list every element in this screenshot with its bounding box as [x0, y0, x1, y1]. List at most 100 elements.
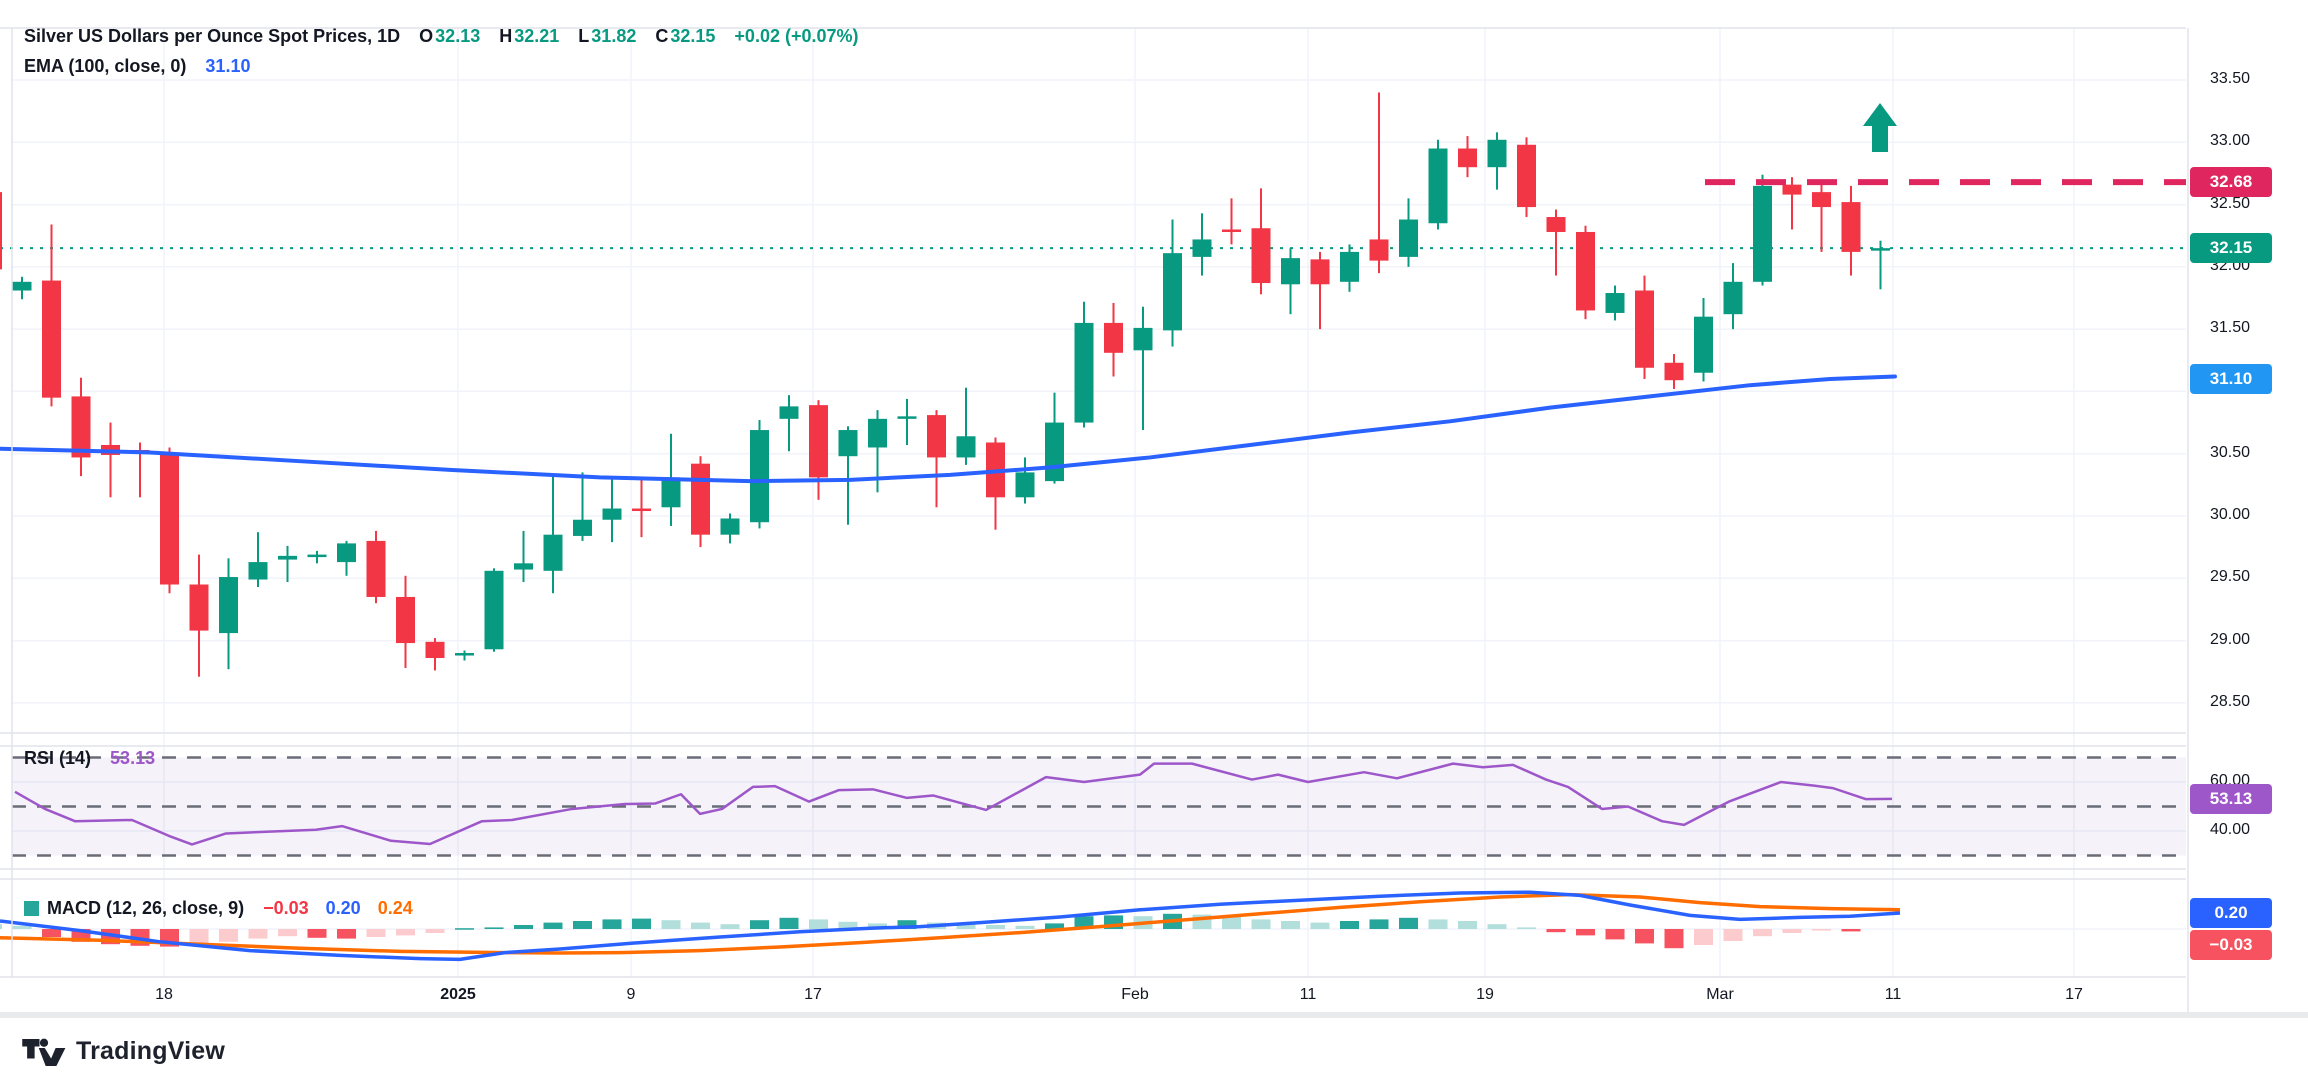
candle-body	[484, 570, 504, 650]
candle[interactable]	[838, 426, 858, 525]
candle[interactable]	[514, 530, 533, 583]
candle[interactable]	[278, 545, 297, 583]
candle[interactable]	[484, 568, 504, 652]
time-tick-label[interactable]: Mar	[1706, 986, 1734, 1003]
price-tick-label[interactable]: 30.50	[2209, 443, 2251, 461]
candle[interactable]	[1753, 174, 1772, 286]
tradingview-logo[interactable]: TradingView	[22, 1036, 225, 1066]
candle[interactable]	[1192, 213, 1212, 276]
macd-histogram-bar	[602, 919, 622, 929]
candle[interactable]	[720, 513, 740, 544]
candle[interactable]	[1664, 354, 1684, 389]
rsi-legend[interactable]: RSI (14) 53.13	[24, 748, 155, 769]
candle[interactable]	[1281, 248, 1300, 315]
candle[interactable]	[691, 456, 710, 548]
candle[interactable]	[1458, 136, 1477, 178]
symbol-legend[interactable]: Silver US Dollars per Ounce Spot Prices,…	[24, 26, 859, 47]
candle[interactable]	[897, 398, 917, 445]
candle[interactable]	[160, 447, 179, 594]
candle[interactable]	[1694, 297, 1713, 382]
time-tick-label[interactable]: 17	[804, 986, 822, 1003]
time-tick-label[interactable]: 2025	[440, 986, 476, 1003]
time-tick-label[interactable]: 18	[155, 986, 173, 1003]
candle[interactable]	[1546, 209, 1566, 276]
price-tick-label[interactable]: 29.00	[2209, 630, 2251, 648]
up-arrow-marker[interactable]	[1863, 103, 1897, 152]
candle[interactable]	[12, 276, 32, 300]
candle[interactable]	[1369, 92, 1389, 274]
candle[interactable]	[573, 472, 592, 541]
macd-histogram[interactable]	[0, 913, 1861, 949]
candle[interactable]	[42, 224, 61, 407]
macd-histogram-bar	[1635, 929, 1654, 944]
candle[interactable]	[101, 422, 120, 498]
candle[interactable]	[1428, 139, 1448, 230]
candle[interactable]	[602, 476, 622, 543]
candle[interactable]	[1310, 251, 1330, 330]
candle[interactable]	[219, 558, 238, 670]
candle[interactable]	[337, 540, 356, 576]
candle[interactable]	[1015, 457, 1035, 504]
macd-signal-line[interactable]	[0, 892, 1901, 955]
macd-main-line[interactable]	[0, 890, 1901, 962]
price-tick-label[interactable]: 28.50	[2209, 692, 2251, 710]
candle[interactable]	[543, 474, 563, 594]
candle[interactable]	[779, 395, 799, 452]
price-tick-label[interactable]: 31.50	[2209, 319, 2251, 337]
rsi-line[interactable]	[14, 762, 1893, 846]
candle[interactable]	[1074, 301, 1094, 428]
candle[interactable]	[956, 387, 976, 465]
candle[interactable]	[1104, 302, 1123, 377]
price-tick-label[interactable]: 29.50	[2209, 568, 2251, 586]
candle[interactable]	[1487, 132, 1507, 190]
candle[interactable]	[425, 638, 445, 671]
candle[interactable]	[248, 532, 268, 587]
candle[interactable]	[1812, 182, 1831, 252]
candle-body	[956, 436, 976, 458]
time-tick-label[interactable]: 9	[626, 986, 636, 1003]
candle[interactable]	[71, 377, 91, 477]
candle[interactable]	[396, 575, 415, 668]
time-tick-label[interactable]: 17	[2065, 986, 2083, 1003]
price-tick-label[interactable]: 33.50	[2209, 70, 2251, 87]
candle[interactable]	[1517, 137, 1536, 218]
candle[interactable]	[750, 420, 769, 529]
candle[interactable]	[0, 185, 2, 280]
candle[interactable]	[189, 554, 209, 677]
candle[interactable]	[1399, 198, 1418, 267]
candle[interactable]	[1576, 225, 1595, 320]
candle[interactable]	[1635, 275, 1654, 379]
candlestick-series[interactable]	[0, 92, 1890, 677]
ema-line[interactable]	[0, 374, 1897, 484]
candle-body	[1487, 139, 1507, 168]
candle[interactable]	[307, 550, 327, 564]
time-tick-label[interactable]: 19	[1476, 986, 1494, 1003]
time-tick-label[interactable]: 11	[1299, 986, 1317, 1003]
candle[interactable]	[1163, 219, 1182, 347]
candle[interactable]	[1723, 263, 1743, 330]
macd-line-value: 0.20	[325, 898, 361, 918]
candle[interactable]	[809, 400, 828, 500]
candle[interactable]	[366, 530, 386, 604]
candle[interactable]	[455, 650, 474, 661]
candle[interactable]	[1782, 177, 1802, 230]
price-tick-label[interactable]: 33.00	[2209, 132, 2251, 150]
price-tick-label[interactable]: 32.50	[2209, 194, 2251, 212]
candle[interactable]	[1251, 188, 1271, 295]
candle[interactable]	[1605, 285, 1625, 321]
candle[interactable]	[1340, 244, 1359, 292]
candle[interactable]	[1045, 392, 1064, 484]
candle[interactable]	[927, 410, 946, 508]
macd-legend[interactable]: MACD (12, 26, close, 9) −0.03 0.20 0.24	[24, 898, 413, 919]
rsi-tick-label[interactable]: 40.00	[2209, 821, 2251, 838]
candle[interactable]	[632, 479, 651, 538]
candle[interactable]	[1222, 198, 1241, 245]
ema-legend[interactable]: EMA (100, close, 0) 31.10	[24, 56, 250, 77]
price-tick-label[interactable]: 30.00	[2209, 505, 2251, 523]
time-tick-label[interactable]: 11	[1884, 986, 1902, 1003]
candle[interactable]	[1841, 185, 1861, 276]
candle[interactable]	[1871, 240, 1890, 290]
candle[interactable]	[1133, 306, 1153, 431]
time-tick-label[interactable]: Feb	[1121, 986, 1149, 1003]
